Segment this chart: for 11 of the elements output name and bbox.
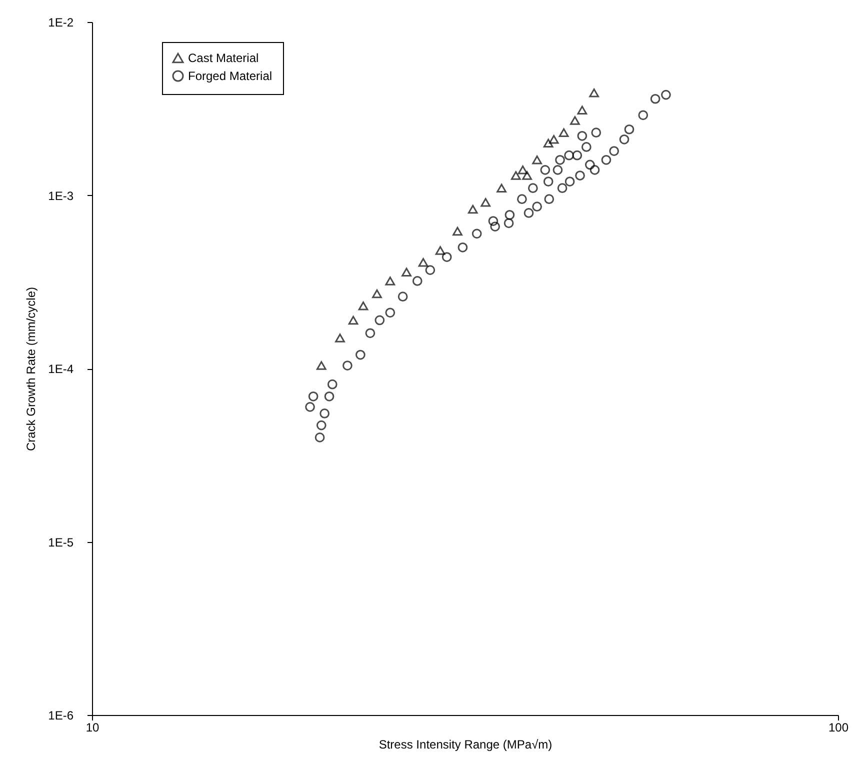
x-tick-label: 10 [86,720,100,734]
y-tick-label: 1E-3 [48,188,74,203]
x-tick-label: 100 [828,720,849,734]
y-tick-label: 1E-4 [48,362,74,376]
y-tick-label: 1E-2 [48,16,74,30]
y-tick-label: 1E-5 [48,535,74,550]
x-axis-title: Stress Intensity Range (MPa√m) [378,738,552,752]
y-axis-title: Crack Growth Rate (mm/cycle) [24,286,38,452]
legend-label: Forged Material [188,69,272,83]
y-tick-label: 1E-6 [48,708,74,722]
legend-label: Cast Material [188,51,259,65]
